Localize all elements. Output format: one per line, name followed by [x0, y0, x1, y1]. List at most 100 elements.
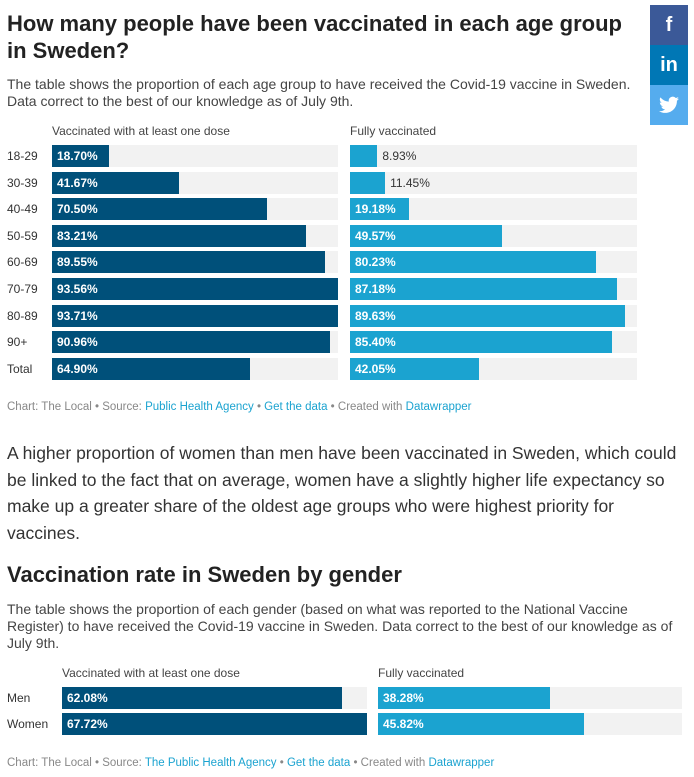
row-label: 18-29: [7, 149, 38, 163]
bar-track: 38.28%: [378, 687, 682, 709]
series-header: Vaccinated with at least one dose: [52, 124, 230, 138]
bar-track: 87.18%: [350, 278, 637, 300]
bar: [350, 304, 625, 327]
value-label: 62.08%: [67, 691, 108, 705]
bar: [350, 331, 612, 354]
bar-track: 89.63%: [350, 304, 637, 327]
value-label: 87.18%: [355, 282, 396, 296]
row-label: 30-39: [7, 175, 38, 190]
row-label: 90+: [7, 335, 28, 350]
value-label: 42.05%: [355, 361, 396, 376]
bar: [52, 278, 338, 300]
value-label: 70.50%: [57, 202, 98, 217]
bar: [350, 278, 617, 300]
bar-track: 67.72%: [62, 713, 367, 735]
bar: [350, 251, 596, 274]
bar-track: 90.96%: [52, 331, 338, 354]
bar-track: 45.82%: [378, 713, 682, 735]
facebook-icon: f: [665, 13, 673, 36]
value-label: 67.72%: [67, 717, 108, 731]
datawrapper-link[interactable]: Datawrapper: [428, 757, 495, 769]
linkedin-icon: in: [660, 53, 678, 76]
bar: [350, 171, 386, 194]
bar: [350, 357, 479, 380]
chart-footer-2: Chart: The Local • Source: The Public He…: [7, 757, 495, 769]
bar: [52, 145, 110, 167]
bar-track: 93.56%: [52, 278, 338, 300]
source-link[interactable]: Public Health Agency: [145, 401, 254, 413]
value-label: 83.21%: [57, 228, 98, 243]
value-label: 19.18%: [355, 202, 396, 217]
chart-description: The table shows the proportion of each a…: [7, 76, 631, 109]
value-label: 80.23%: [355, 255, 396, 270]
row-label: 80-89: [7, 308, 38, 323]
bar-track: 85.40%: [350, 331, 637, 354]
value-label: 49.57%: [355, 228, 396, 243]
row-label: Women: [7, 717, 49, 731]
bar-track: 8.93%: [350, 145, 637, 167]
value-label: 38.28%: [383, 691, 424, 705]
value-label: 41.67%: [57, 175, 98, 190]
article-paragraph: A higher proportion of women than men ha…: [7, 443, 677, 543]
bar: [350, 224, 502, 247]
bar-track: 18.70%: [52, 145, 338, 167]
bar-track: 64.90%: [52, 357, 338, 380]
row-label: 50-59: [7, 228, 38, 243]
row-label: 70-79: [7, 282, 38, 296]
value-label: 93.56%: [57, 282, 98, 296]
bar-track: 42.05%: [350, 357, 637, 380]
source-link[interactable]: The Public Health Agency: [144, 757, 277, 769]
series-header: Vaccinated with at least one dose: [62, 666, 240, 680]
bar-track: 11.45%: [350, 171, 637, 194]
value-label: 45.82%: [383, 717, 424, 731]
value-label: 90.96%: [57, 335, 98, 350]
bar-track: 83.21%: [52, 224, 338, 247]
bar: [52, 331, 330, 354]
get-data-link[interactable]: Get the data: [264, 401, 328, 413]
bar: [378, 687, 550, 709]
chart-title: How many people have been vaccinated in …: [7, 11, 622, 63]
bar: [378, 713, 584, 735]
row-label: Men: [7, 691, 31, 705]
bar: [52, 304, 338, 327]
datawrapper-link[interactable]: Datawrapper: [405, 401, 472, 413]
get-data-link[interactable]: Get the data: [286, 757, 351, 769]
bar-track: 41.67%: [52, 171, 338, 194]
bar-track: 80.23%: [350, 251, 637, 274]
row-label: Total: [7, 361, 33, 376]
bar-track: 70.50%: [52, 198, 338, 221]
bar: [52, 198, 268, 221]
bar-track: 62.08%: [62, 687, 367, 709]
linkedin-share-button[interactable]: in: [650, 45, 688, 85]
chart-title-2: Vaccination rate in Sweden by gender: [7, 562, 402, 587]
bar: [52, 171, 180, 194]
bar-track: 93.71%: [52, 304, 338, 327]
value-label: 8.93%: [382, 149, 417, 163]
bar-track: 89.55%: [52, 251, 338, 274]
value-label: 89.55%: [57, 255, 98, 270]
chart-description-2: The table shows the proportion of each g…: [7, 601, 673, 651]
bar: [62, 687, 342, 709]
bar: [62, 713, 367, 735]
bar: [52, 251, 326, 274]
row-label: 60-69: [7, 255, 38, 270]
bar-track: 49.57%: [350, 224, 637, 247]
twitter-icon: [659, 96, 679, 113]
facebook-share-button[interactable]: f: [650, 5, 688, 45]
value-label: 89.63%: [355, 308, 396, 323]
bar: [350, 145, 378, 167]
value-label: 85.40%: [355, 335, 396, 350]
bar: [350, 198, 409, 221]
bar: [52, 357, 251, 380]
twitter-share-button[interactable]: [650, 85, 688, 125]
value-label: 64.90%: [57, 361, 98, 376]
row-label: 40-49: [7, 202, 38, 217]
value-label: 93.71%: [57, 308, 98, 323]
value-label: 18.70%: [57, 149, 98, 163]
chart-footer: Chart: The Local • Source: Public Health…: [7, 401, 472, 413]
value-label: 11.45%: [390, 175, 430, 190]
series-header: Fully vaccinated: [378, 666, 465, 680]
series-header: Fully vaccinated: [350, 124, 437, 138]
bar: [52, 224, 306, 247]
bar-track: 19.18%: [350, 198, 637, 221]
